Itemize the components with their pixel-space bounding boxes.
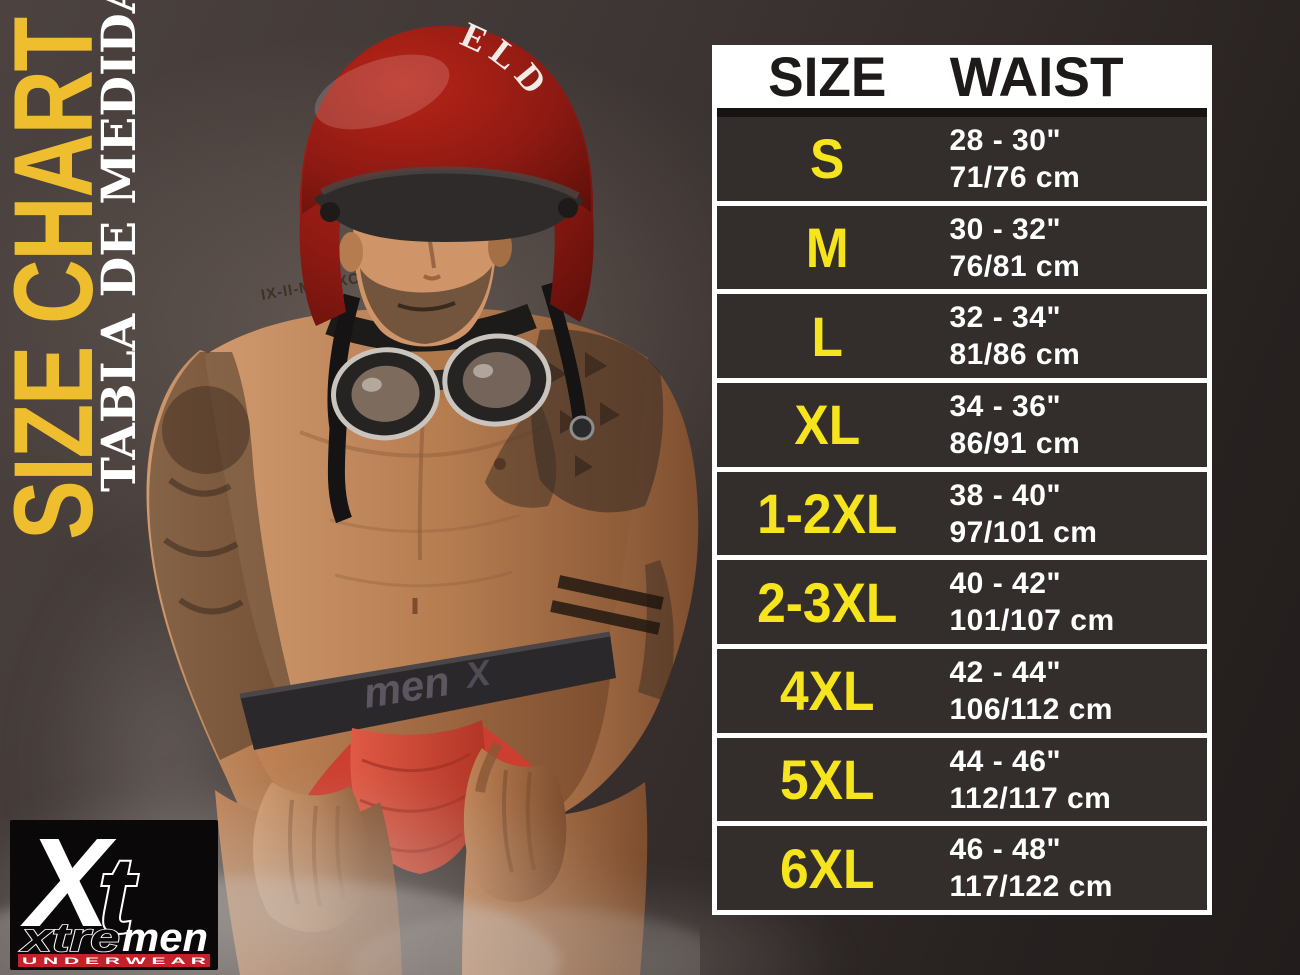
table-header: SIZE WAIST	[717, 45, 1207, 108]
header-waist: WAIST	[949, 45, 1124, 108]
waist-cell: 34 - 36" 86/91 cm	[938, 383, 1208, 467]
size-cell: L	[811, 304, 843, 368]
table-row: XL 34 - 36" 86/91 cm	[717, 383, 1207, 467]
waist-cell: 40 - 42" 101/107 cm	[938, 560, 1208, 644]
page-title-en: SIZE CHART	[0, 0, 116, 540]
waist-cell: 32 - 34" 81/86 cm	[938, 294, 1208, 378]
logo-monogram-x: X	[20, 820, 117, 953]
goggles	[331, 333, 552, 441]
logo-red-bar	[18, 954, 210, 967]
size-cell: 2-3XL	[757, 570, 898, 634]
logo-wordmark-xtre: xtre	[19, 916, 120, 960]
waist-cm: 86/91 cm	[949, 426, 1081, 460]
waist-cell: 46 - 48" 117/122 cm	[938, 826, 1208, 910]
waist-inches: 38 - 40"	[949, 478, 1062, 512]
waist-inches: 30 - 32"	[949, 212, 1062, 246]
waist-cell: 30 - 32" 76/81 cm	[938, 206, 1208, 290]
table-row: 1-2XL 38 - 40" 97/101 cm	[717, 471, 1208, 556]
waist-cell: 42 - 44" 106/112 cm	[938, 649, 1208, 733]
waist-inches: 28 - 30"	[949, 123, 1062, 157]
size-cell: 5XL	[779, 748, 875, 812]
waist-cell: 38 - 40" 97/101 cm	[938, 472, 1208, 556]
table-row: 6XL 46 - 48" 117/122 cm	[717, 826, 1208, 911]
waist-cm: 106/112 cm	[949, 692, 1113, 726]
waist-cm: 71/76 cm	[949, 160, 1081, 194]
table-row: 5XL 44 - 46" 112/117 cm	[717, 737, 1208, 822]
logo-wordmark-men: men	[122, 916, 208, 960]
table-body: S 28 - 30" 71/76 cm M 30 - 32" 76/81 cm …	[717, 117, 1208, 911]
model-photo-illustration: IX-II-MCMXC	[0, 14, 700, 975]
waist-cell: 28 - 30" 71/76 cm	[938, 117, 1208, 201]
size-chart-table: SIZE WAIST S 28 - 30" 71/76 cm M 30 - 32…	[712, 45, 1212, 915]
helmet: ELD	[299, 14, 594, 326]
logo-background	[10, 820, 218, 970]
page-title-en-text: SIZE CHART	[0, 18, 116, 540]
logo-tagline: U N D E R W E A R	[22, 956, 207, 966]
waist-cm: 76/81 cm	[949, 249, 1081, 283]
size-cell: M	[805, 216, 849, 279]
table-row: L 32 - 34" 81/86 cm	[717, 294, 1208, 379]
waist-cm: 101/107 cm	[949, 604, 1115, 638]
waist-cm: 81/86 cm	[949, 338, 1081, 372]
table-row: 2-3XL 40 - 42" 101/107 cm	[717, 560, 1208, 645]
waist-inches: 40 - 42"	[949, 567, 1062, 601]
waist-inches: 32 - 34"	[949, 301, 1062, 335]
size-cell: S	[810, 127, 845, 191]
waist-cm: 97/101 cm	[949, 515, 1098, 549]
size-cell: 1-2XL	[757, 482, 898, 546]
waist-cm: 117/122 cm	[949, 870, 1113, 904]
size-cell: XL	[794, 393, 861, 457]
waist-cm: 112/117 cm	[949, 781, 1112, 815]
logo-monogram-t: t	[98, 834, 138, 955]
waist-inches: 44 - 46"	[949, 744, 1062, 778]
header-divider	[717, 108, 1207, 117]
size-cell: 6XL	[779, 836, 875, 900]
table-row: 4XL 42 - 44" 106/112 cm	[717, 649, 1207, 733]
xtremen-logo: X t xtre men U N D E R W E A R	[10, 820, 218, 970]
waist-inches: 46 - 48"	[949, 833, 1062, 867]
page-title-es: TABLA DE MEDIDAS	[92, 0, 147, 492]
waist-inches: 42 - 44"	[949, 655, 1062, 689]
table-row: S 28 - 30" 71/76 cm	[717, 117, 1207, 201]
header-size: SIZE	[768, 45, 887, 108]
tattoos: IX-II-MCMXC	[149, 270, 674, 760]
waist-cell: 44 - 46" 112/117 cm	[938, 738, 1208, 822]
waist-inches: 34 - 36"	[949, 389, 1062, 423]
table-row: M 30 - 32" 76/81 cm	[717, 205, 1208, 290]
size-cell: 4XL	[779, 659, 875, 723]
